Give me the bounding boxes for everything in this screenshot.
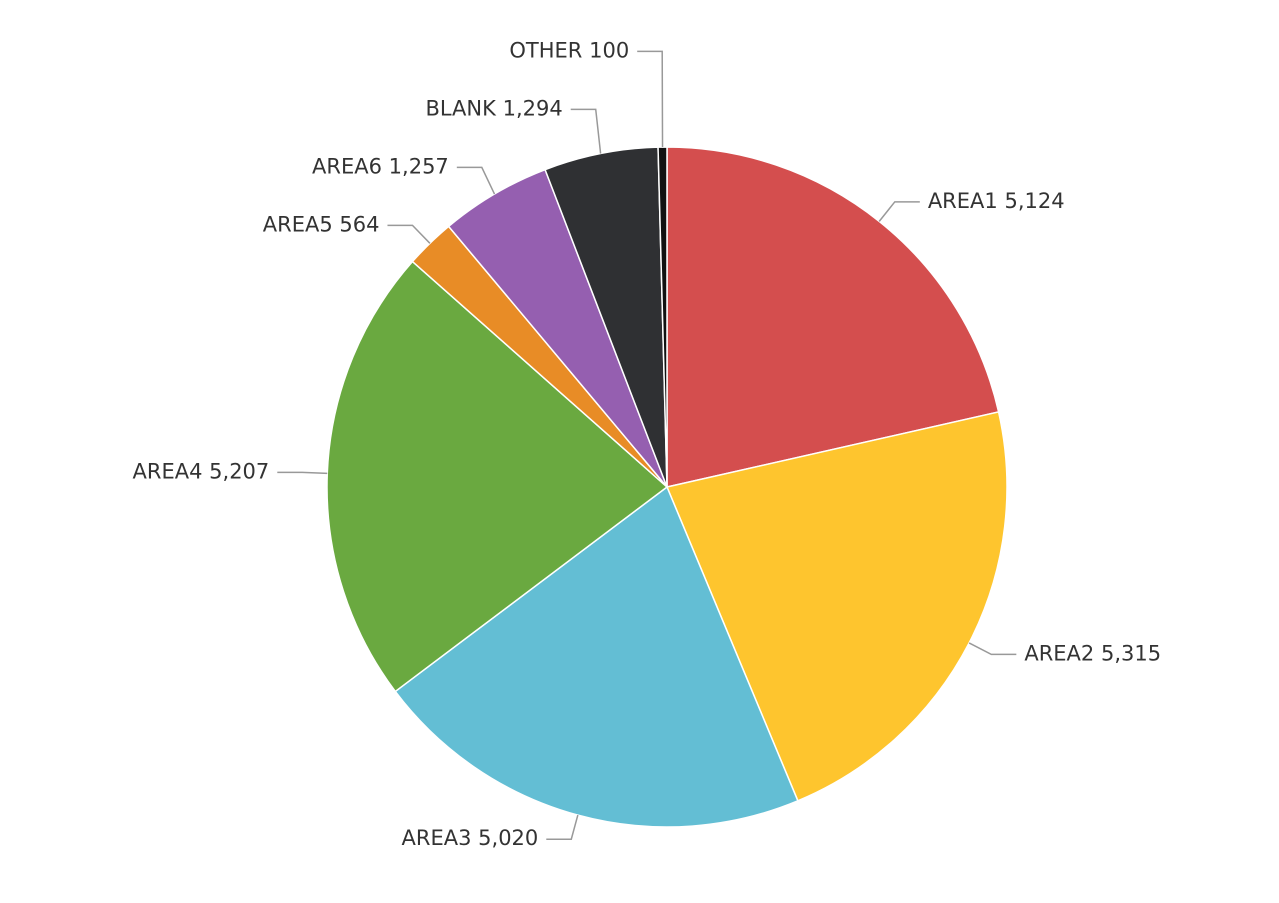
slice-label: AREA4 5,207 [133,459,270,483]
slice-category: BLANK [425,96,497,120]
leader-line [570,108,602,154]
slice-label: AREA5 564 [263,212,380,236]
slice-category: AREA2 [1024,641,1094,665]
slice-value: 5,124 [1004,189,1064,213]
slice-value: 1,257 [389,154,449,178]
leader-line [456,166,496,195]
slice-category: AREA5 [263,212,333,236]
slice-label: OTHER 100 [509,38,629,62]
slice-category: OTHER [509,38,582,62]
leader-line [387,224,431,244]
leader-line [546,814,579,840]
pie-slice [326,260,669,693]
slice-value: 1,294 [503,96,563,120]
slice-category: AREA6 [312,154,382,178]
leader-line [968,642,1017,656]
slice-category: AREA3 [402,826,472,850]
slice-value: 5,207 [209,459,269,483]
leader-line [277,471,328,475]
leader-line [878,201,920,222]
slice-value: 100 [589,38,629,62]
slice-label: AREA1 5,124 [928,189,1065,213]
leader-line [637,50,664,148]
pie-slice [665,411,1008,802]
pie-slice [666,146,1000,488]
slice-value: 5,315 [1101,641,1161,665]
slice-label: AREA2 5,315 [1024,641,1161,665]
slice-label: AREA6 1,257 [312,154,449,178]
slice-label: AREA3 5,020 [402,826,539,850]
slice-value: 5,020 [478,826,538,850]
slice-category: AREA4 [133,459,203,483]
slice-label: BLANK 1,294 [425,96,562,120]
slice-value: 564 [339,212,379,236]
pie-slice [657,146,668,488]
slice-category: AREA1 [928,189,998,213]
